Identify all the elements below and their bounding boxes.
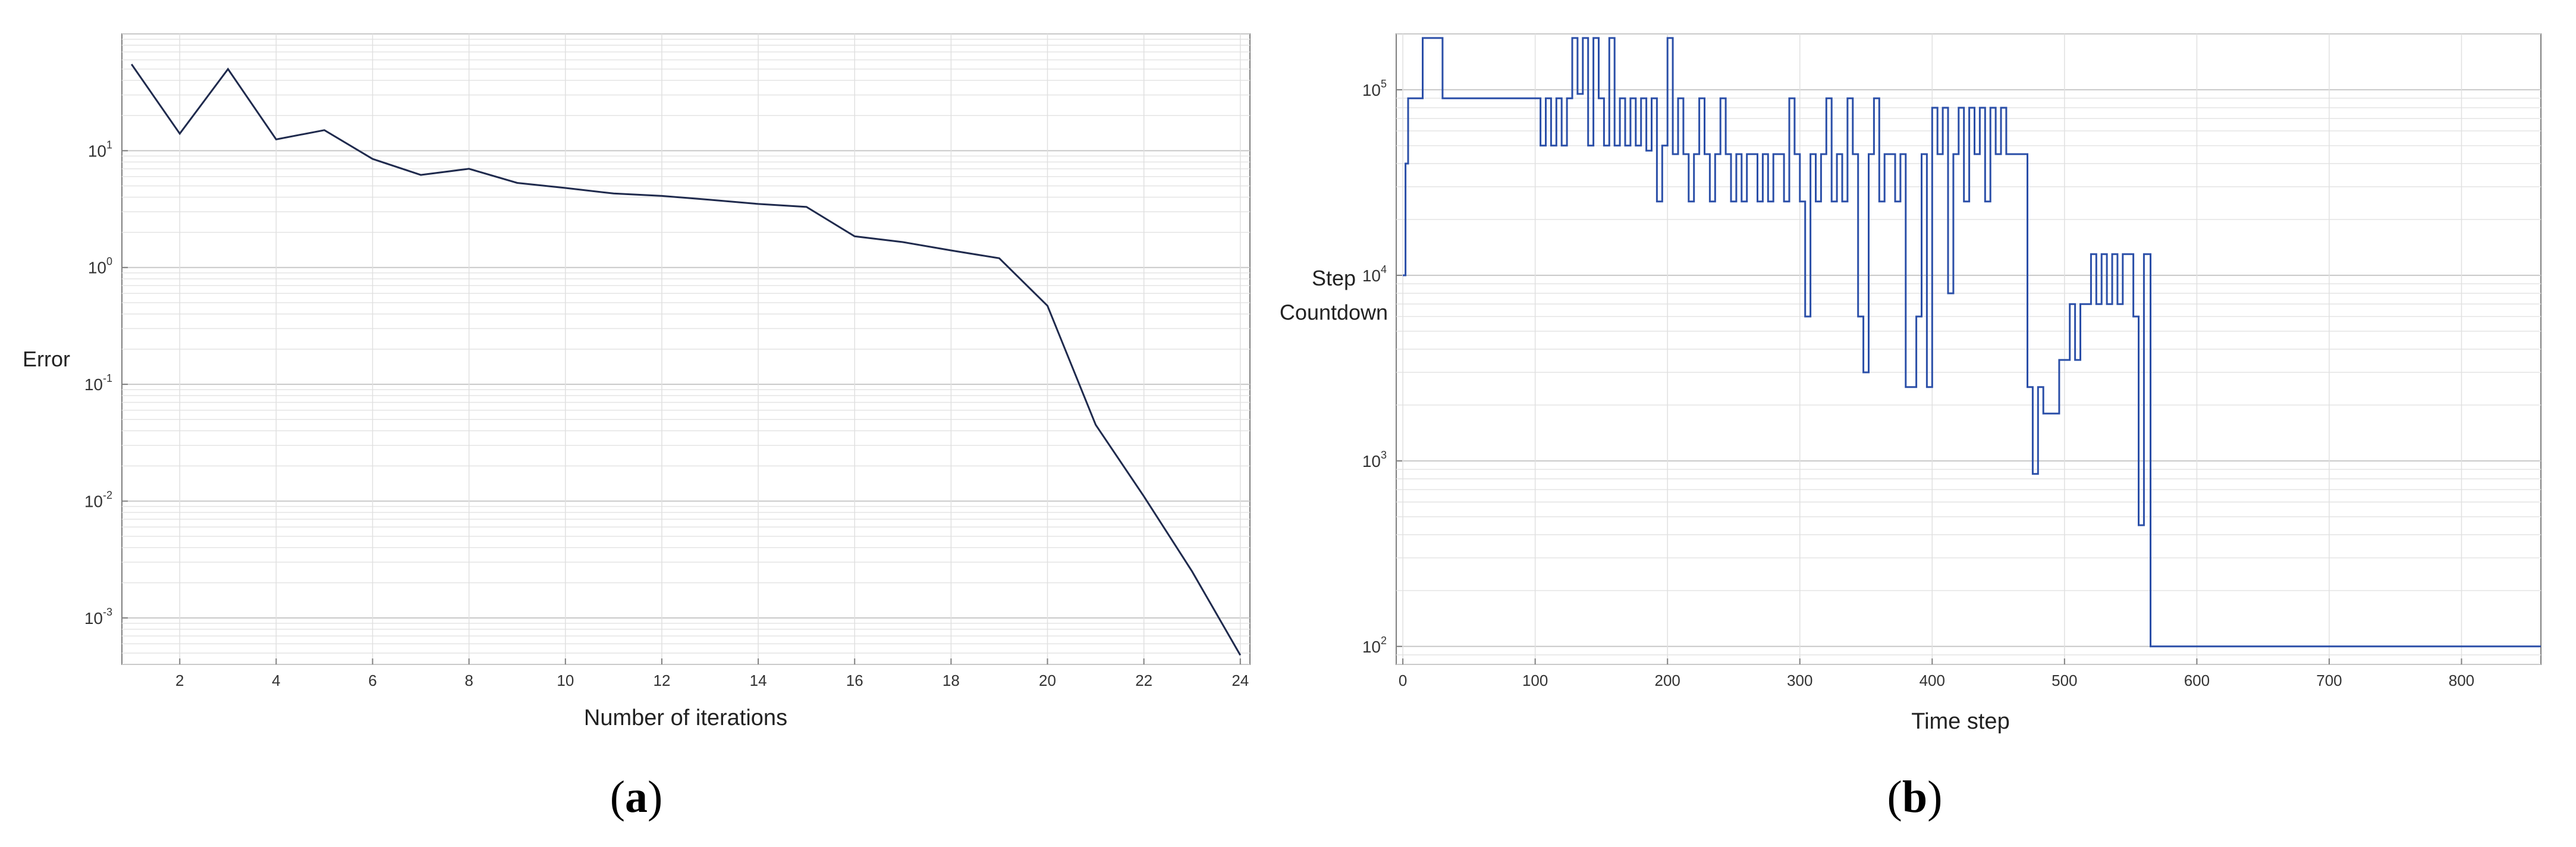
chart-b-ylabel: Step Countdown [1280, 266, 1388, 325]
chart-b-y-tick-label: 103 [1362, 449, 1387, 470]
chart-a-x-tick-label: 4 [272, 672, 280, 689]
chart-a-x-tick-label: 12 [654, 672, 671, 689]
chart-a-x-tick-label: 8 [464, 672, 473, 689]
chart-a-caption: (a) [610, 772, 663, 822]
chart-b-y-tick-label: 105 [1362, 78, 1387, 99]
chart-a-x-tick-label: 18 [943, 672, 960, 689]
chart-b-y-tick-label: 104 [1362, 263, 1387, 285]
chart-b-x-tick-label: 200 [1655, 672, 1680, 689]
chart-b-series-line [1403, 37, 2541, 648]
chart-b-x-tick-label: 0 [1399, 672, 1407, 689]
chart-b: 0 100 200 300 400 500 600 700 800 105 104 103 102 S… [1280, 33, 2542, 822]
chart-a-y-tick-label: 10-3 [84, 606, 112, 628]
chart-a-x-tick-label: 6 [368, 672, 376, 689]
chart-a-x-tick-label: 2 [175, 672, 184, 689]
chart-b-x-ticks: 0 100 200 300 400 500 600 700 800 [1399, 658, 2474, 689]
chart-a-x-tick-label: 16 [846, 672, 863, 689]
chart-b-caption: (b) [1887, 772, 1943, 822]
chart-b-caption-letter: b [1902, 772, 1927, 822]
chart-a-series-line [130, 64, 1242, 656]
chart-b-x-tick-label: 800 [2449, 672, 2474, 689]
chart-a-caption-letter: a [625, 772, 648, 822]
chart-b-x-tick-label: 500 [2052, 672, 2077, 689]
chart-b-x-tick-label: 100 [1522, 672, 1548, 689]
chart-b-x-tick-label: 400 [1920, 672, 1945, 689]
chart-b-xlabel: Time step [1911, 709, 2009, 734]
chart-a-xlabel: Number of iterations [584, 705, 787, 730]
chart-a-ylabel: Error [23, 347, 70, 371]
chart-a-x-ticks: 2 4 6 8 10 12 14 16 18 20 22 24 [175, 658, 1249, 689]
chart-a-y-tick-label: 10-1 [84, 372, 112, 394]
chart-b-x-tick-label: 700 [2316, 672, 2342, 689]
chart-b-gridlines [1396, 33, 2541, 665]
chart-a-x-tick-label: 20 [1039, 672, 1056, 689]
chart-b-x-tick-label: 300 [1787, 672, 1812, 689]
chart-a: 2 4 6 8 10 12 14 16 18 20 22 24 10110010-110-210-3 … [23, 33, 1251, 822]
chart-a-gridlines [122, 33, 1250, 665]
chart-b-x-tick-label: 600 [2184, 672, 2210, 689]
chart-a-y-ticks: 101 100 10-1 10-2 10-3 [84, 139, 128, 628]
chart-a-y-tick-label: 100 [88, 256, 112, 277]
chart-a-y-tick-label: 101 [88, 139, 112, 160]
chart-a-x-tick-label: 24 [1232, 672, 1249, 689]
chart-b-y-tick-label: 102 [1362, 635, 1387, 656]
chart-a-x-tick-label: 22 [1135, 672, 1152, 689]
chart-a-y-tick-label: 10-2 [84, 489, 112, 510]
chart-a-x-tick-label: 14 [750, 672, 767, 689]
chart-b-y-ticks: 105 104 103 102 [1362, 78, 1402, 656]
chart-a-x-tick-label: 10 [557, 672, 574, 689]
